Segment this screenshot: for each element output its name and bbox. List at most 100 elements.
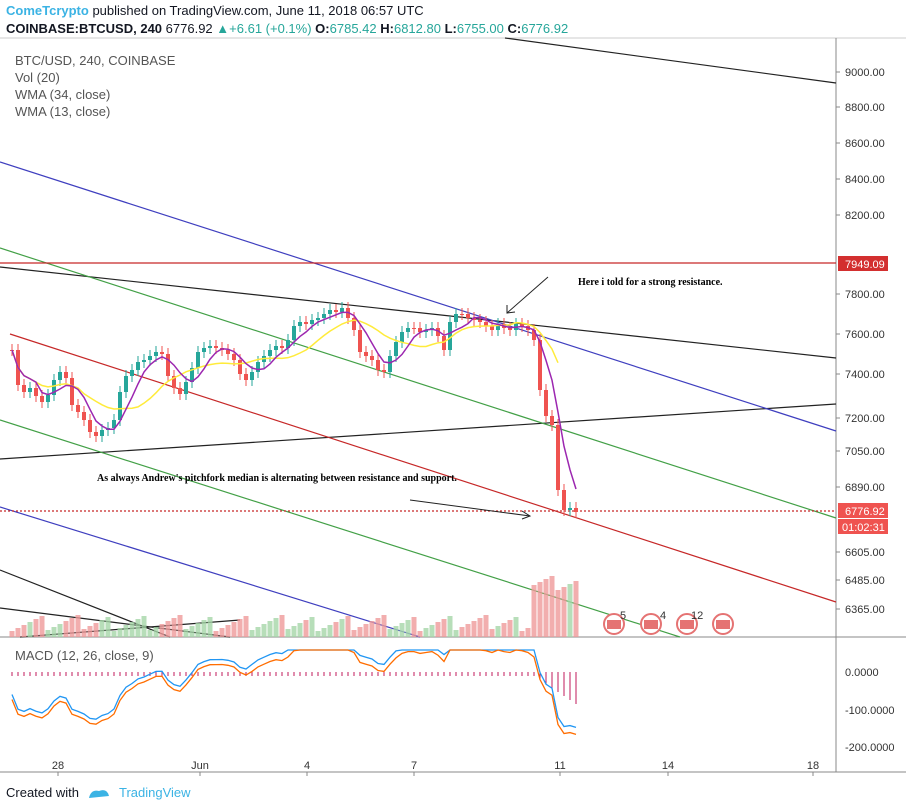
candle bbox=[130, 370, 134, 376]
event-flag-icon[interactable]: 4 bbox=[640, 610, 666, 635]
candle bbox=[160, 352, 164, 354]
symbol-line: COINBASE:BTCUSD, 240 6776.92 ▲+6.61 (+0.… bbox=[6, 21, 568, 36]
annotation-arrows[interactable] bbox=[409, 276, 549, 520]
author-link[interactable]: ComeTcrypto bbox=[6, 3, 89, 18]
created-with-label: Created with bbox=[6, 785, 79, 800]
candle bbox=[550, 416, 554, 425]
open-label: O: bbox=[315, 21, 330, 36]
volume-bar bbox=[465, 624, 471, 637]
candle bbox=[88, 420, 92, 432]
pitchfork-note[interactable]: As always Andrew's pitchfork median is a… bbox=[97, 473, 457, 484]
volume-bar bbox=[411, 617, 417, 637]
price-tick-label: 6605.00 bbox=[845, 547, 885, 559]
svg-text:5: 5 bbox=[620, 610, 626, 622]
event-markers[interactable]: 5 4 12 bbox=[603, 610, 734, 635]
volume-bar bbox=[207, 617, 213, 637]
volume-bar bbox=[141, 616, 147, 637]
volume-bar bbox=[63, 621, 69, 637]
candle bbox=[466, 314, 470, 318]
svg-text:4: 4 bbox=[660, 610, 666, 622]
tradingview-brand[interactable]: TradingView bbox=[118, 785, 191, 800]
high-value: 6812.80 bbox=[393, 21, 441, 36]
macd-axis[interactable]: 0.0000 -100.0000 -200.0000 bbox=[845, 667, 895, 754]
resistance-note[interactable]: Here i told for a strong resistance. bbox=[578, 277, 723, 288]
macd-legend[interactable]: MACD (12, 26, close, 9) bbox=[15, 648, 154, 663]
volume-bar bbox=[249, 630, 255, 637]
candle bbox=[274, 346, 278, 350]
time-axis[interactable]: 28 Jun 4 7 11 14 18 bbox=[52, 760, 819, 776]
candle bbox=[184, 382, 188, 394]
candle bbox=[400, 332, 404, 342]
volume-bar bbox=[351, 630, 357, 637]
volume-bar bbox=[285, 629, 291, 637]
volume-bar bbox=[39, 616, 45, 637]
event-flag-icon[interactable]: 12 bbox=[676, 610, 703, 635]
candle bbox=[352, 318, 356, 330]
candle bbox=[94, 432, 98, 436]
volume-bar bbox=[531, 585, 537, 637]
candle bbox=[58, 372, 62, 380]
volume-bar bbox=[525, 628, 531, 637]
time-tick-label: Jun bbox=[191, 760, 209, 772]
candle bbox=[412, 328, 416, 329]
volume-bar bbox=[171, 618, 177, 637]
candle bbox=[244, 374, 248, 380]
macd-tick-label: -100.0000 bbox=[845, 705, 895, 717]
volume-bar bbox=[513, 617, 519, 637]
volume-bar bbox=[561, 587, 567, 637]
volume-bar bbox=[33, 619, 39, 637]
volume-bar bbox=[21, 625, 27, 637]
low-value: 6755.00 bbox=[456, 21, 504, 36]
candle bbox=[196, 352, 200, 368]
volume-bar bbox=[117, 628, 123, 637]
trend-lines[interactable] bbox=[0, 37, 837, 638]
legend-volume[interactable]: Vol (20) bbox=[15, 70, 60, 85]
volume-bar bbox=[201, 620, 207, 637]
candle bbox=[562, 490, 566, 510]
event-flag-icon[interactable]: 5 bbox=[603, 610, 626, 635]
candle bbox=[214, 346, 218, 348]
volume-bar bbox=[195, 623, 201, 637]
price-axis[interactable]: 9000.00 8800.00 8600.00 8400.00 8200.00 7800.… bbox=[836, 67, 885, 616]
volume-bar bbox=[477, 618, 483, 637]
candle bbox=[34, 388, 38, 396]
candle bbox=[118, 392, 122, 420]
volume-bar bbox=[495, 626, 501, 637]
volume-bar bbox=[429, 625, 435, 637]
volume-bar bbox=[357, 627, 363, 637]
footer: Created with TradingView bbox=[6, 785, 191, 800]
candle bbox=[292, 326, 296, 340]
volume-bar bbox=[441, 619, 447, 637]
candle bbox=[250, 372, 254, 380]
candle bbox=[286, 340, 290, 348]
volume-bar bbox=[99, 620, 105, 637]
legend-wma34[interactable]: WMA (34, close) bbox=[15, 87, 111, 102]
legend-wma13[interactable]: WMA (13, close) bbox=[15, 104, 111, 119]
candle bbox=[574, 508, 578, 512]
low-label: L: bbox=[444, 21, 457, 36]
volume-bar bbox=[69, 618, 75, 637]
candle bbox=[454, 314, 458, 322]
volume-bar bbox=[165, 621, 171, 637]
candle bbox=[310, 320, 314, 324]
candle bbox=[556, 425, 560, 490]
volume-bar bbox=[375, 618, 381, 637]
event-flag-icon[interactable] bbox=[712, 613, 734, 635]
candle bbox=[382, 370, 386, 372]
candle bbox=[232, 354, 236, 360]
time-tick-label: 4 bbox=[304, 760, 310, 772]
candle bbox=[256, 362, 260, 372]
candle bbox=[208, 346, 212, 348]
candle bbox=[154, 352, 158, 356]
candle bbox=[22, 385, 26, 392]
candle bbox=[424, 330, 428, 332]
time-tick-label: 11 bbox=[554, 760, 565, 772]
volume-bar bbox=[147, 630, 153, 637]
volume-bar bbox=[45, 630, 51, 637]
candle bbox=[148, 356, 152, 360]
candle bbox=[472, 318, 476, 320]
candle bbox=[376, 360, 380, 370]
volume-bar bbox=[51, 627, 57, 637]
candle bbox=[304, 322, 308, 324]
